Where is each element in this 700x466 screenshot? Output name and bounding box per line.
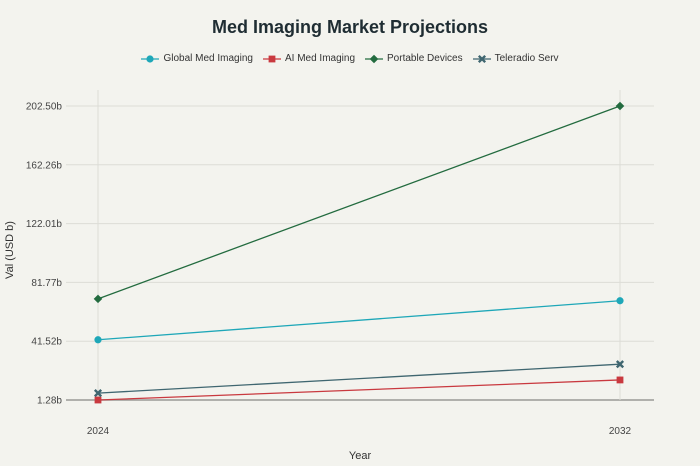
y-tick-label: 81.77b — [31, 278, 62, 289]
legend-item[interactable]: Portable Devices — [365, 53, 463, 64]
legend-label: Teleradio Serv — [494, 53, 559, 64]
data-point-global-med-imaging — [616, 297, 624, 305]
y-tick-label: 202.50b — [26, 102, 63, 113]
y-tick-label: 1.28b — [37, 396, 62, 407]
legend-swatch-icon — [141, 54, 160, 63]
legend-item[interactable]: AI Med Imaging — [262, 53, 356, 64]
data-point-ai-med-imaging — [616, 376, 624, 384]
legend-marker — [477, 54, 486, 63]
data-point-global-med-imaging — [94, 336, 102, 344]
series-line-teleradio-serv — [97, 363, 621, 394]
legend-swatch-icon — [262, 55, 281, 62]
legend-item[interactable]: Teleradio Serv — [472, 53, 559, 64]
legend-marker — [268, 55, 276, 62]
y-tick-label: 162.26b — [26, 160, 63, 171]
x-axis-title: Year — [349, 450, 372, 462]
series-line-portable-devices — [97, 105, 621, 300]
x-tick-label: 2032 — [609, 426, 632, 437]
legend-swatch-icon — [365, 54, 384, 63]
legend-label: Global Med Imaging — [163, 53, 253, 64]
series-line-global-med-imaging — [97, 300, 621, 341]
legend-marker — [369, 54, 379, 63]
legend: Global Med Imaging AI Med Imaging Portable… — [0, 53, 700, 64]
data-point-teleradio-serv — [93, 389, 103, 398]
legend-marker — [146, 54, 155, 63]
data-point-ai-med-imaging — [94, 396, 102, 404]
legend-item[interactable]: Global Med Imaging — [141, 53, 253, 64]
y-tick-label: 41.52b — [31, 337, 62, 348]
data-point-portable-devices — [615, 101, 625, 111]
x-tick-label: 2024 — [87, 426, 110, 437]
data-point-teleradio-serv — [615, 360, 625, 369]
data-point-portable-devices — [93, 294, 103, 304]
legend-label: AI Med Imaging — [284, 53, 356, 64]
y-tick-label: 122.01b — [26, 219, 63, 230]
chart-title: Med Imaging Market Projections — [211, 17, 489, 37]
y-axis-title: Val (USD b) — [4, 221, 16, 279]
legend-label: Portable Devices — [387, 53, 463, 64]
series-line-ai-med-imaging — [97, 379, 621, 401]
legend-swatch-icon — [472, 54, 491, 63]
